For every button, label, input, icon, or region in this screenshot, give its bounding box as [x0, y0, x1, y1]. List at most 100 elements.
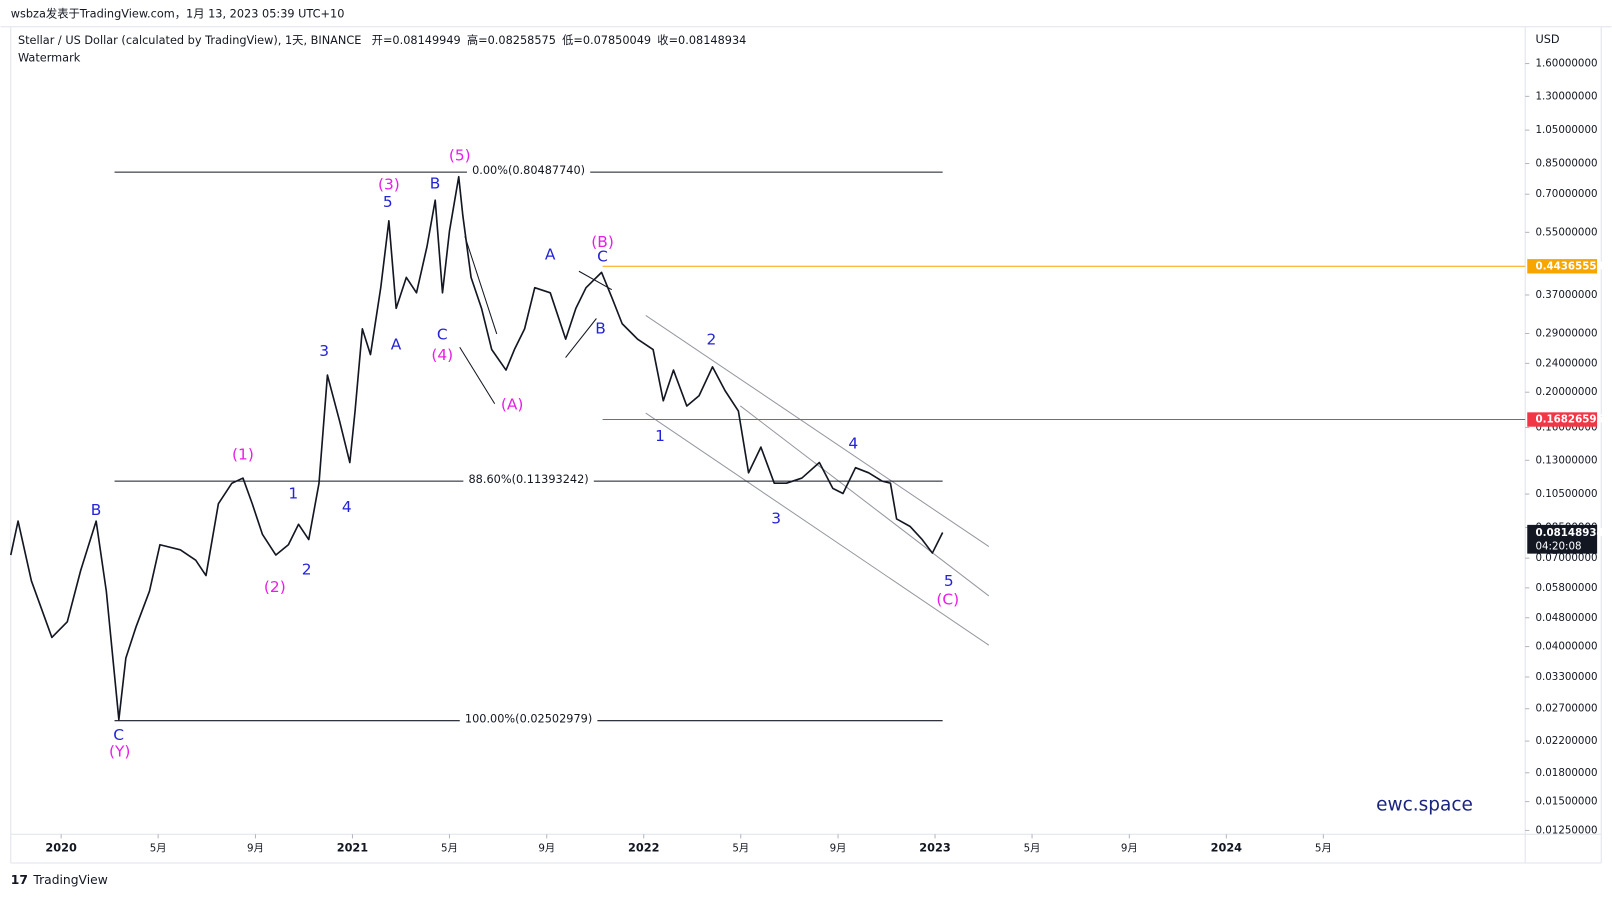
- y-tick-label: 1.05000000: [1535, 124, 1597, 136]
- y-tick-label: 0.01500000: [1535, 796, 1597, 808]
- ohlc-label: 高=: [467, 33, 488, 47]
- price-line-series: [9, 175, 944, 721]
- channel-line: [645, 314, 990, 548]
- x-tick-label: 2024: [1211, 842, 1243, 855]
- legend-title: Stellar / US Dollar (calculated by Tradi…: [18, 34, 361, 47]
- x-tick-label: 2023: [919, 842, 950, 855]
- y-tick-label: 1.60000000: [1535, 58, 1597, 70]
- price-label-box: [1527, 259, 1598, 274]
- wave-label: 5: [944, 572, 954, 590]
- fib-label: 88.60%(0.11393242): [469, 473, 589, 486]
- y-tick-label: 1.30000000: [1535, 90, 1597, 102]
- wave-label: (2): [264, 578, 286, 596]
- y-tick-label: 0.10500000: [1535, 488, 1597, 500]
- trend-lines: [459, 236, 613, 405]
- ohlc-label: 开=: [372, 34, 393, 47]
- wave-label: 1: [655, 427, 665, 445]
- x-tick-label: 9月: [830, 843, 847, 855]
- ohlc-value: 0.08148934: [678, 34, 746, 47]
- wave-label: (Y): [109, 743, 130, 761]
- wave-label: B: [430, 174, 441, 192]
- wave-label: 1: [288, 485, 298, 503]
- y-tick-label: 0.01250000: [1535, 824, 1597, 836]
- x-tick-label: 5月: [732, 843, 749, 855]
- channel: [645, 314, 990, 646]
- x-tick-label: 5月: [1315, 843, 1332, 855]
- channel-line: [645, 412, 990, 646]
- price-label-box: [1527, 412, 1598, 427]
- wave-label: C: [113, 726, 124, 744]
- y-tick-label: 0.02700000: [1535, 703, 1597, 715]
- y-tick-label: 0.03300000: [1535, 671, 1597, 683]
- footer-logo: 17: [11, 873, 28, 887]
- y-tick-label: 0.20000000: [1535, 386, 1597, 398]
- ohlc-value: 0.07850049: [583, 34, 651, 47]
- wave-label: 4: [848, 434, 858, 452]
- y-tick-label: 0.01800000: [1535, 767, 1597, 779]
- wave-label: 2: [707, 331, 717, 349]
- legend: Stellar / US Dollar (calculated by Tradi…: [18, 33, 746, 47]
- x-tick-label: 9月: [247, 843, 264, 855]
- x-tick-label: 2020: [45, 842, 77, 855]
- x-tick-label: 2022: [628, 842, 659, 855]
- y-tick-label: 0.07000000: [1535, 552, 1597, 564]
- x-tick-label: 5月: [441, 843, 458, 855]
- ohlc-label: 低=: [562, 34, 583, 47]
- x-tick-label: 2021: [337, 842, 369, 855]
- price-label: 0.16826595: [1535, 414, 1603, 426]
- wave-label: 2: [302, 561, 312, 579]
- trend-line: [565, 318, 597, 358]
- watermark-label: Watermark: [18, 52, 81, 65]
- y-tick-label: 0.04000000: [1535, 641, 1597, 653]
- price-label: 0.44365553: [1535, 260, 1603, 272]
- y-tick-label: 0.29000000: [1535, 327, 1597, 339]
- wave-label: C: [597, 247, 608, 265]
- last-price: 0.08148934: [1535, 527, 1603, 539]
- y-tick-label: 0.55000000: [1535, 226, 1597, 238]
- y-tick-label: 0.02200000: [1535, 735, 1597, 747]
- channel-line: [739, 405, 990, 597]
- fib-label: 100.00%(0.02502979): [465, 713, 592, 726]
- watermark: ewc.space: [1376, 795, 1473, 816]
- wave-label: (3): [378, 175, 400, 193]
- y-tick-label: 0.37000000: [1535, 289, 1597, 301]
- wave-label: C: [437, 325, 448, 343]
- y-tick-label: 0.24000000: [1535, 357, 1597, 369]
- wave-label: (C): [936, 591, 959, 609]
- trend-line: [578, 270, 613, 291]
- wave-label: 4: [342, 498, 352, 516]
- x-tick-label: 9月: [538, 843, 555, 855]
- wave-label: (4): [431, 346, 453, 364]
- wave-label: A: [545, 245, 556, 263]
- ohlc-label: 收=: [657, 33, 678, 47]
- wave-label: 3: [319, 342, 329, 360]
- fib-label: 0.00%(0.80487740): [472, 164, 585, 177]
- y-tick-label: 0.85000000: [1535, 158, 1597, 170]
- wave-label: (1): [232, 446, 254, 464]
- y-tick-label: 0.05800000: [1535, 582, 1597, 594]
- x-tick-label: 5月: [1024, 843, 1041, 855]
- y-tick-label: 0.13000000: [1535, 454, 1597, 466]
- trend-line: [459, 347, 496, 405]
- publisher: wsbza发表于TradingView.com，1月 13, 2023 05:3…: [11, 6, 345, 20]
- y-tick-label: 0.04800000: [1535, 612, 1597, 624]
- countdown: 04:20:08: [1535, 540, 1581, 552]
- wave-label: 3: [771, 509, 781, 527]
- x-tick-label: 5月: [150, 843, 167, 855]
- wave-label: (5): [449, 147, 471, 165]
- last-price-box: [1527, 524, 1598, 554]
- y-tick-label: 0.70000000: [1535, 188, 1597, 200]
- wave-label: A: [391, 336, 402, 354]
- wave-label: (A): [501, 395, 524, 413]
- wave-label: B: [91, 501, 102, 519]
- wave-label: (B): [591, 233, 614, 251]
- trend-line: [464, 236, 498, 335]
- wave-label: B: [595, 319, 606, 337]
- footer-brand: TradingView: [32, 873, 107, 887]
- x-tick-label: 9月: [1121, 843, 1138, 855]
- y-axis-label: USD: [1535, 33, 1559, 46]
- ohlc-value: 0.08258575: [488, 34, 556, 47]
- ohlc-value: 0.08149949: [392, 34, 460, 47]
- wave-label: 5: [383, 193, 393, 211]
